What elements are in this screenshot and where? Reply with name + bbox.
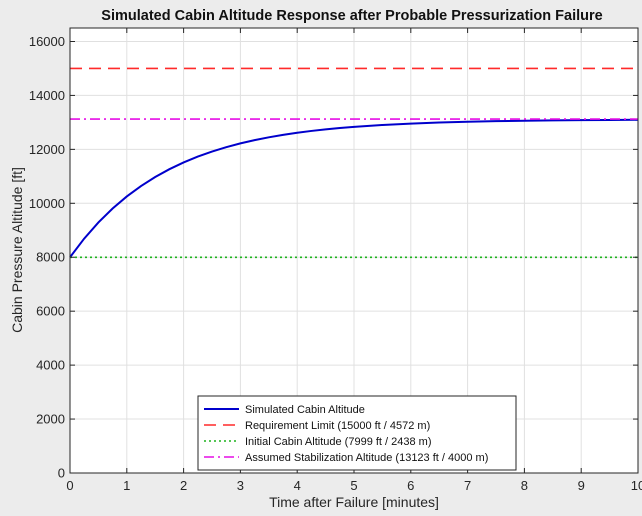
x-tick-label: 3 <box>237 478 244 493</box>
x-tick-label: 8 <box>521 478 528 493</box>
x-axis-label: Time after Failure [minutes] <box>269 494 439 510</box>
x-tick-label: 5 <box>350 478 357 493</box>
y-tick-label: 0 <box>58 466 65 481</box>
series-line-1 <box>69 118 639 258</box>
x-tick-label: 0 <box>66 478 73 493</box>
legend-entry-1: Simulated Cabin Altitude <box>245 404 365 416</box>
legend-box <box>197 395 517 471</box>
legend-entry-4: Assumed Stabilization Altitude (13123 ft… <box>245 452 488 464</box>
y-tick-label: 16000 <box>29 34 65 49</box>
x-tick-label: 10 <box>631 478 642 493</box>
x-tick-label: 6 <box>407 478 414 493</box>
y-tick-label: 2000 <box>36 412 65 427</box>
legend: Simulated Cabin Altitude Requirement Limi… <box>197 395 517 471</box>
y-tick-label: 8000 <box>36 250 65 265</box>
y-axis-label: Cabin Pressure Altitude [ft] <box>9 167 25 333</box>
y-tick-label: 12000 <box>29 142 65 157</box>
tick-labels: 0 1 2 3 4 5 6 7 8 9 10 0 2000 4000 6000 8000 10000 12000 1… <box>29 34 642 493</box>
x-tick-label: 9 <box>578 478 585 493</box>
x-tick-label: 2 <box>180 478 187 493</box>
legend-entry-2: Requirement Limit (15000 ft / 4572 m) <box>245 420 430 432</box>
y-tick-label: 10000 <box>29 196 65 211</box>
y-tick-label: 4000 <box>36 358 65 373</box>
legend-entry-3: Initial Cabin Altitude (7999 ft / 2438 m… <box>245 436 432 448</box>
x-tick-label: 1 <box>123 478 130 493</box>
y-tick-label: 6000 <box>36 304 65 319</box>
y-tick-label: 14000 <box>29 88 65 103</box>
x-tick-label: 4 <box>294 478 301 493</box>
chart-title: Simulated Cabin Altitude Response after … <box>101 8 602 24</box>
x-tick-label: 7 <box>464 478 471 493</box>
series-layer <box>69 67 639 259</box>
